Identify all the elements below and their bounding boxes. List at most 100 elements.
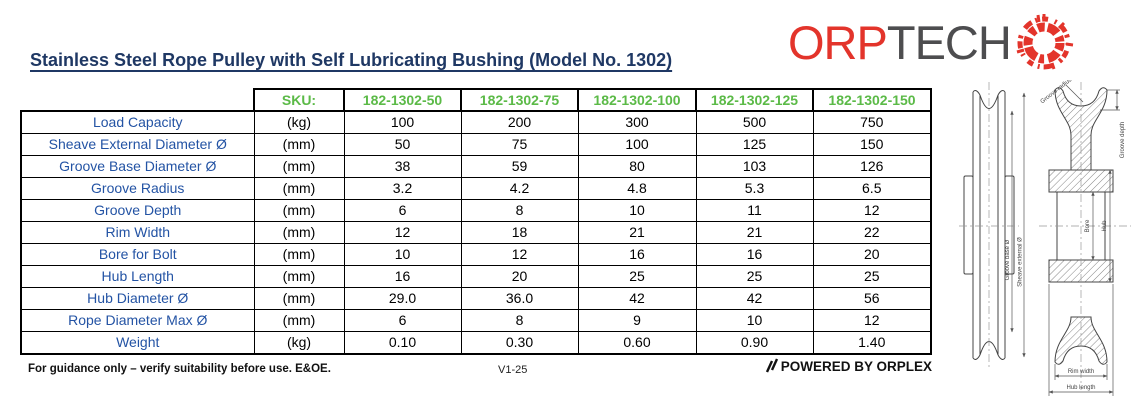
spec-value: 22 bbox=[812, 221, 932, 244]
spec-unit: (kg) bbox=[253, 331, 345, 355]
spec-value: 6 bbox=[343, 199, 462, 222]
spec-value: 21 bbox=[577, 221, 697, 244]
spec-value: 16 bbox=[577, 243, 697, 266]
dim-label-sheave-external: Sheave external Ø bbox=[1018, 237, 1024, 287]
spec-unit: (mm) bbox=[253, 177, 345, 200]
spec-unit: (kg) bbox=[253, 110, 345, 134]
spec-value: 29.0 bbox=[343, 287, 462, 310]
spec-value: 0.60 bbox=[577, 331, 697, 355]
spec-value: 25 bbox=[695, 265, 814, 288]
spec-value: 9 bbox=[577, 309, 697, 332]
spec-unit: (mm) bbox=[253, 265, 345, 288]
sku-col-4: 182-1302-150 bbox=[812, 88, 932, 112]
spec-value: 20 bbox=[812, 243, 932, 266]
spec-value: 4.2 bbox=[460, 177, 579, 200]
spec-value: 300 bbox=[577, 110, 697, 134]
sku-label: SKU: bbox=[253, 88, 345, 112]
spec-value: 3.2 bbox=[343, 177, 462, 200]
sku-col-3: 182-1302-125 bbox=[695, 88, 814, 112]
lightning-icon bbox=[765, 358, 778, 373]
spec-value: 125 bbox=[695, 133, 814, 156]
spec-value: 75 bbox=[460, 133, 579, 156]
version-label: V1-25 bbox=[498, 364, 528, 376]
table-row: Weight (kg) 0.10 0.30 0.60 0.90 1.40 bbox=[20, 331, 932, 355]
spec-unit: (mm) bbox=[253, 243, 345, 266]
spec-value: 4.8 bbox=[577, 177, 697, 200]
spec-value: 42 bbox=[695, 287, 814, 310]
sku-col-1: 182-1302-75 bbox=[460, 88, 579, 112]
spec-value: 500 bbox=[695, 110, 814, 134]
section-centerlines bbox=[1039, 82, 1131, 390]
spec-value: 8 bbox=[460, 199, 579, 222]
side-view-centerlines bbox=[959, 82, 1019, 368]
spec-label: Groove Depth bbox=[20, 199, 255, 222]
page-title: Stainless Steel Rope Pulley with Self Lu… bbox=[30, 50, 673, 70]
spec-label: Groove Base Diameter Ø bbox=[20, 155, 255, 178]
table-row: Groove Base Diameter Ø (mm) 38 59 80 103… bbox=[20, 155, 932, 178]
spec-label: Groove Radius bbox=[20, 177, 255, 200]
spec-unit: (mm) bbox=[253, 309, 345, 332]
table-row: Hub Diameter Ø (mm) 29.0 36.0 42 42 56 bbox=[20, 287, 932, 310]
spec-value: 0.90 bbox=[695, 331, 814, 355]
powered-by: POWERED BY ORPLEX bbox=[700, 358, 932, 374]
spec-value: 150 bbox=[812, 133, 932, 156]
spec-label: Hub Length bbox=[20, 265, 255, 288]
dim-label-hub-length: Hub length bbox=[1066, 385, 1095, 391]
dim-label-rim-width: Rim width bbox=[1068, 369, 1094, 375]
table-row: Sheave External Diameter Ø (mm) 50 75 10… bbox=[20, 133, 932, 156]
spec-value: 42 bbox=[577, 287, 697, 310]
spec-value: 16 bbox=[343, 265, 462, 288]
spec-unit: (mm) bbox=[253, 199, 345, 222]
table-row: Groove Depth (mm) 6 8 10 11 12 bbox=[20, 199, 932, 222]
spec-value: 103 bbox=[695, 155, 814, 178]
spec-value: 20 bbox=[460, 265, 579, 288]
spec-value: 12 bbox=[343, 221, 462, 244]
spec-value: 5.3 bbox=[695, 177, 814, 200]
spec-label: Rope Diameter Max Ø bbox=[20, 309, 255, 332]
table-row: Hub Length (mm) 16 20 25 25 25 bbox=[20, 265, 932, 288]
spec-value: 10 bbox=[695, 309, 814, 332]
pulley-side-view bbox=[963, 90, 1015, 360]
dim-label-bore: Bore bbox=[1085, 219, 1091, 232]
table-row: Rope Diameter Max Ø (mm) 6 8 9 10 12 bbox=[20, 309, 932, 332]
spec-value: 56 bbox=[812, 287, 932, 310]
table-row: Groove Radius (mm) 3.2 4.2 4.8 5.3 6.5 bbox=[20, 177, 932, 200]
spec-value: 1.40 bbox=[812, 331, 932, 355]
spec-value: 10 bbox=[343, 243, 462, 266]
spec-value: 12 bbox=[812, 199, 932, 222]
spec-label: Bore for Bolt bbox=[20, 243, 255, 266]
spec-unit: (mm) bbox=[253, 287, 345, 310]
spec-value: 8 bbox=[460, 309, 579, 332]
logo-text-gray: TECH bbox=[886, 15, 1012, 69]
spec-value: 10 bbox=[577, 199, 697, 222]
dim-label-hub: Hub bbox=[1102, 220, 1108, 232]
spec-value: 0.10 bbox=[343, 331, 462, 355]
spec-value: 25 bbox=[812, 265, 932, 288]
spec-value: 50 bbox=[343, 133, 462, 156]
spec-value: 100 bbox=[577, 133, 697, 156]
spec-value: 6 bbox=[343, 309, 462, 332]
spec-value: 100 bbox=[343, 110, 462, 134]
spec-unit: (mm) bbox=[253, 221, 345, 244]
company-logo: ORPTECH bbox=[788, 6, 1074, 78]
spec-unit: (mm) bbox=[253, 133, 345, 156]
spec-value: 80 bbox=[577, 155, 697, 178]
spec-value: 6.5 bbox=[812, 177, 932, 200]
spec-label: Weight bbox=[20, 331, 255, 355]
spec-value: 200 bbox=[460, 110, 579, 134]
sku-header-row: SKU: 182-1302-50 182-1302-75 182-1302-10… bbox=[21, 88, 932, 112]
pulley-technical-drawing: Groove base Ø Sheave external Ø bbox=[959, 80, 1131, 396]
logo-text-red: ORP bbox=[788, 15, 888, 69]
logo-wordmark: ORPTECH bbox=[788, 15, 1012, 69]
spec-value: 16 bbox=[695, 243, 814, 266]
dim-label-groove-depth: Groove depth bbox=[1120, 122, 1126, 158]
table-row: Bore for Bolt (mm) 10 12 16 16 20 bbox=[20, 243, 932, 266]
spec-value: 0.30 bbox=[460, 331, 579, 355]
disclaimer-text: For guidance only – verify suitability b… bbox=[28, 363, 331, 375]
table-row: Load Capacity (kg) 100 200 300 500 750 bbox=[20, 110, 932, 134]
spec-value: 21 bbox=[695, 221, 814, 244]
sku-col-0: 182-1302-50 bbox=[343, 88, 462, 112]
spec-label: Hub Diameter Ø bbox=[20, 287, 255, 310]
section-dimensions bbox=[1048, 84, 1120, 396]
